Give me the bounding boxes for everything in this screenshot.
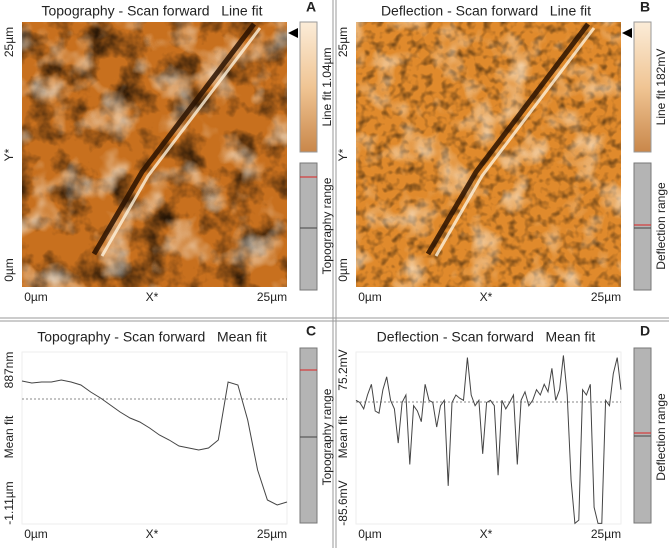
- x-middle: X*: [480, 527, 493, 541]
- x-right: 25µm: [257, 290, 287, 304]
- x-left: 0µm: [24, 290, 48, 304]
- x-left: 0µm: [24, 527, 48, 541]
- x-middle: X*: [146, 527, 159, 541]
- colorbar: [299, 21, 318, 153]
- x-right: 25µm: [591, 527, 621, 541]
- profile-line: [21, 379, 288, 506]
- y-middle: Y*: [2, 148, 16, 161]
- panel-letter: D: [640, 323, 650, 339]
- crack-edge: [100, 27, 262, 257]
- range-bar: [299, 162, 318, 291]
- colorbar: [633, 21, 652, 153]
- range-bar: [633, 162, 652, 291]
- x-right: 25µm: [257, 527, 287, 541]
- colorbar-label: Line fit 182mV: [654, 49, 668, 126]
- x-right: 25µm: [591, 290, 621, 304]
- y-bottom: 0µm: [336, 258, 350, 282]
- scan-marker: [288, 28, 298, 38]
- panel-title: Topography - Scan forward Mean fit: [37, 329, 267, 345]
- y-middle: Mean fit: [2, 415, 16, 458]
- x-left: 0µm: [358, 290, 382, 304]
- y-bottom: -1.11µm: [2, 481, 16, 524]
- y-middle: Y*: [336, 148, 350, 161]
- plot-area: [21, 351, 288, 525]
- y-top: 25µm: [2, 27, 16, 57]
- range-label: Deflection range: [654, 393, 668, 481]
- range-label: Topography range: [320, 177, 334, 274]
- panel-title: Deflection - Scan forward Mean fit: [377, 329, 596, 345]
- y-top: 25µm: [336, 27, 350, 57]
- afm-image: [356, 22, 621, 287]
- scan-marker: [622, 28, 632, 38]
- panel-title: Topography - Scan forward Line fit: [41, 3, 262, 19]
- plot-area: [355, 351, 622, 525]
- range-label: Topography range: [320, 388, 334, 485]
- crack: [425, 22, 590, 256]
- colorbar-label: Line fit 1.04µm: [320, 48, 334, 127]
- crack-edge: [434, 27, 596, 257]
- profile-line: [355, 355, 622, 525]
- range-bar: [299, 347, 318, 524]
- panel-letter: A: [306, 0, 316, 15]
- y-top: 75.2mV: [336, 349, 350, 390]
- panel-letter: C: [306, 323, 316, 339]
- panel-title: Deflection - Scan forward Line fit: [381, 3, 591, 19]
- y-middle: Mean fit: [336, 415, 350, 458]
- y-top: 887nm: [2, 352, 16, 389]
- y-bottom: 0µm: [2, 258, 16, 282]
- x-middle: X*: [480, 290, 493, 304]
- afm-image: [22, 22, 287, 287]
- y-bottom: -85.6mV: [336, 480, 350, 525]
- crack: [91, 22, 256, 256]
- panel-letter: B: [640, 0, 650, 15]
- range-label: Deflection range: [654, 182, 668, 270]
- x-left: 0µm: [358, 527, 382, 541]
- x-middle: X*: [146, 290, 159, 304]
